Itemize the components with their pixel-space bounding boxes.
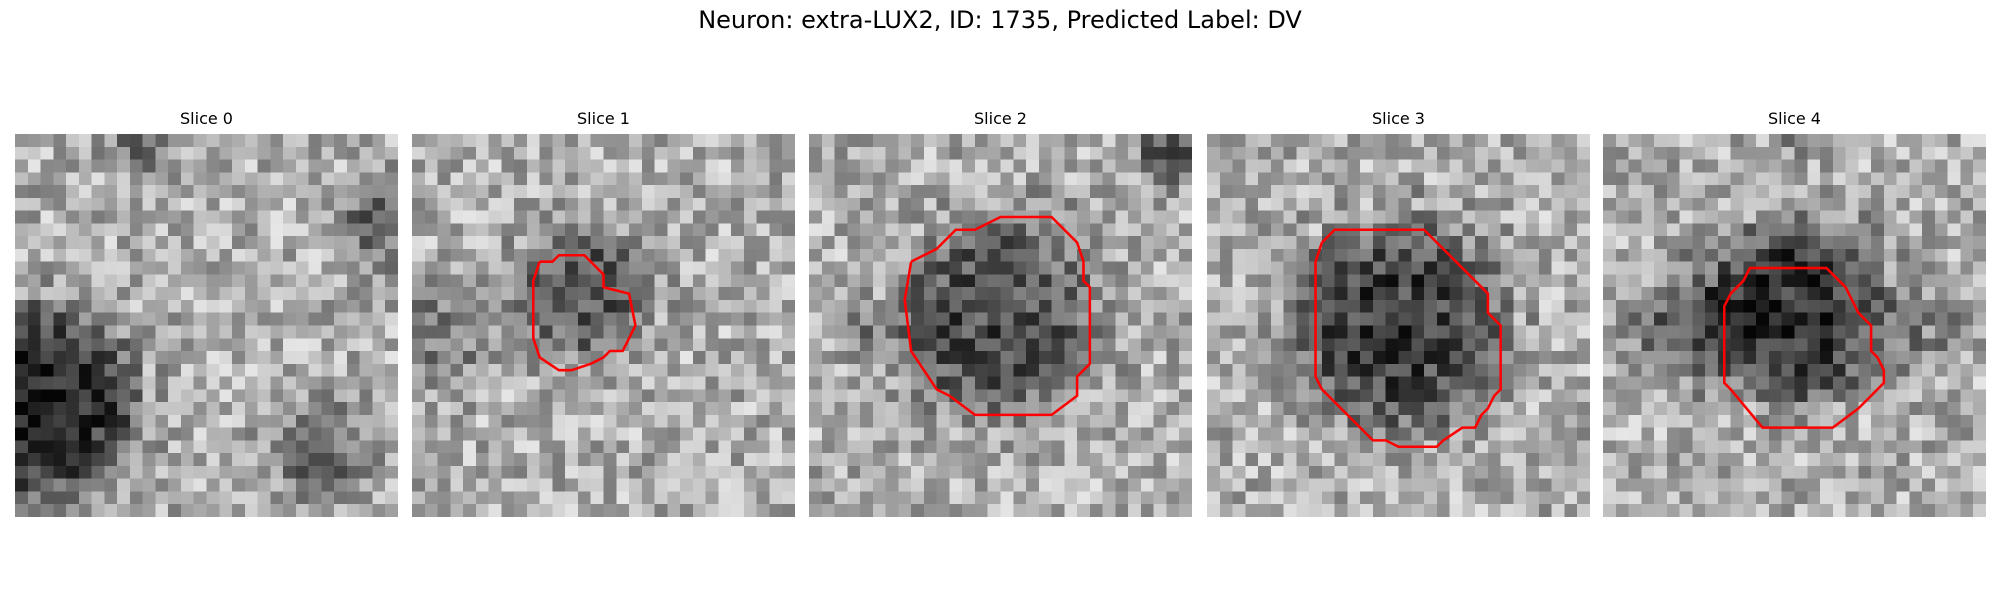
slice-panel-1: Slice 1 xyxy=(412,108,795,517)
slice-title: Slice 3 xyxy=(1372,109,1425,128)
slice-image xyxy=(15,134,398,517)
slice-image xyxy=(412,134,795,517)
roi-contour xyxy=(1723,266,1886,429)
slice-panel-3: Slice 3 xyxy=(1207,108,1590,517)
slice-image xyxy=(809,134,1192,517)
slice-title: Slice 4 xyxy=(1768,109,1821,128)
figure-title: Neuron: extra-LUX2, ID: 1735, Predicted … xyxy=(698,6,1302,34)
roi-contour xyxy=(903,215,1092,417)
slice-title: Slice 0 xyxy=(180,109,233,128)
roi-contour xyxy=(532,254,637,372)
slice-image xyxy=(1603,134,1986,517)
slice-title: Slice 1 xyxy=(577,109,630,128)
slice-title: Slice 2 xyxy=(974,109,1027,128)
slice-panel-0: Slice 0 xyxy=(15,108,398,517)
slice-image xyxy=(1207,134,1590,517)
roi-contour xyxy=(1314,228,1502,449)
slice-panel-2: Slice 2 xyxy=(809,108,1192,517)
slice-panel-4: Slice 4 xyxy=(1603,108,1986,517)
